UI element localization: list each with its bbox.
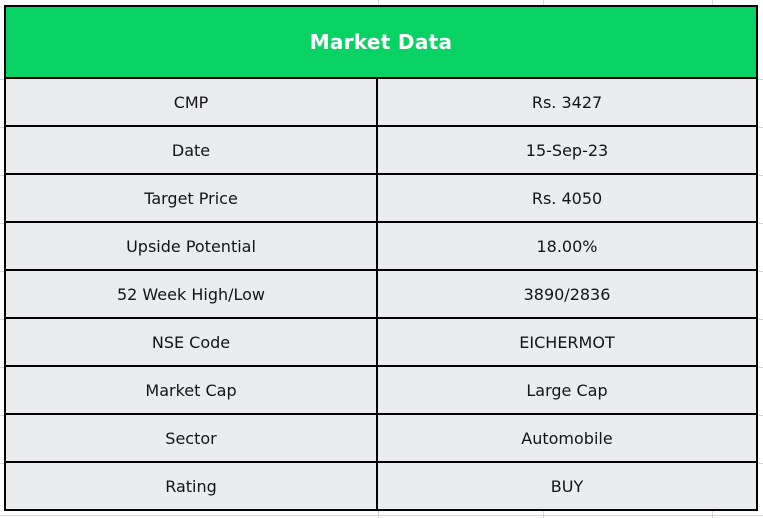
table-row: 52 Week High/Low 3890/2836 bbox=[6, 269, 756, 317]
label-cell-sector[interactable]: Sector bbox=[6, 415, 378, 461]
label-cell-target-price[interactable]: Target Price bbox=[6, 175, 378, 221]
row-label: Market Cap bbox=[145, 380, 237, 400]
table-row: Rating BUY bbox=[6, 461, 756, 509]
row-label: Rating bbox=[165, 476, 217, 496]
row-value: Rs. 3427 bbox=[531, 92, 603, 112]
row-label: 52 Week High/Low bbox=[116, 284, 266, 304]
table-title: Market Data bbox=[309, 30, 453, 54]
table-row: Target Price Rs. 4050 bbox=[6, 173, 756, 221]
row-value: Large Cap bbox=[526, 380, 608, 400]
label-cell-cmp[interactable]: CMP bbox=[6, 79, 378, 125]
row-label: Upside Potential bbox=[126, 236, 256, 256]
row-value: Automobile bbox=[521, 428, 613, 448]
row-value: EICHERMOT bbox=[519, 332, 615, 352]
market-data-table: Market Data CMP Rs. 3427 Date 15-Sep-23 … bbox=[4, 5, 758, 511]
row-label: CMP bbox=[173, 92, 209, 112]
value-cell-market-cap[interactable]: Large Cap bbox=[378, 367, 756, 413]
value-cell-nse-code[interactable]: EICHERMOT bbox=[378, 319, 756, 365]
row-value: 18.00% bbox=[536, 236, 598, 256]
label-cell-52-week-high-low[interactable]: 52 Week High/Low bbox=[6, 271, 378, 317]
table-header-cell[interactable]: Market Data bbox=[6, 7, 756, 77]
label-cell-upside-potential[interactable]: Upside Potential bbox=[6, 223, 378, 269]
table-row: Upside Potential 18.00% bbox=[6, 221, 756, 269]
row-value: 15-Sep-23 bbox=[525, 140, 609, 160]
row-label: Date bbox=[171, 140, 211, 160]
row-value: 3890/2836 bbox=[523, 284, 611, 304]
table-row: Date 15-Sep-23 bbox=[6, 125, 756, 173]
label-cell-date[interactable]: Date bbox=[6, 127, 378, 173]
value-cell-52-week-high-low[interactable]: 3890/2836 bbox=[378, 271, 756, 317]
value-cell-target-price[interactable]: Rs. 4050 bbox=[378, 175, 756, 221]
value-cell-sector[interactable]: Automobile bbox=[378, 415, 756, 461]
row-label: Target Price bbox=[144, 188, 238, 208]
row-label: Sector bbox=[165, 428, 217, 448]
value-cell-date[interactable]: 15-Sep-23 bbox=[378, 127, 756, 173]
row-value: BUY bbox=[550, 476, 584, 496]
table-row: Sector Automobile bbox=[6, 413, 756, 461]
row-value: Rs. 4050 bbox=[531, 188, 603, 208]
label-cell-rating[interactable]: Rating bbox=[6, 463, 378, 509]
value-cell-cmp[interactable]: Rs. 3427 bbox=[378, 79, 756, 125]
table-row: Market Cap Large Cap bbox=[6, 365, 756, 413]
row-label: NSE Code bbox=[151, 332, 231, 352]
table-row: NSE Code EICHERMOT bbox=[6, 317, 756, 365]
label-cell-market-cap[interactable]: Market Cap bbox=[6, 367, 378, 413]
label-cell-nse-code[interactable]: NSE Code bbox=[6, 319, 378, 365]
table-row: CMP Rs. 3427 bbox=[6, 77, 756, 125]
value-cell-rating[interactable]: BUY bbox=[378, 463, 756, 509]
value-cell-upside-potential[interactable]: 18.00% bbox=[378, 223, 756, 269]
